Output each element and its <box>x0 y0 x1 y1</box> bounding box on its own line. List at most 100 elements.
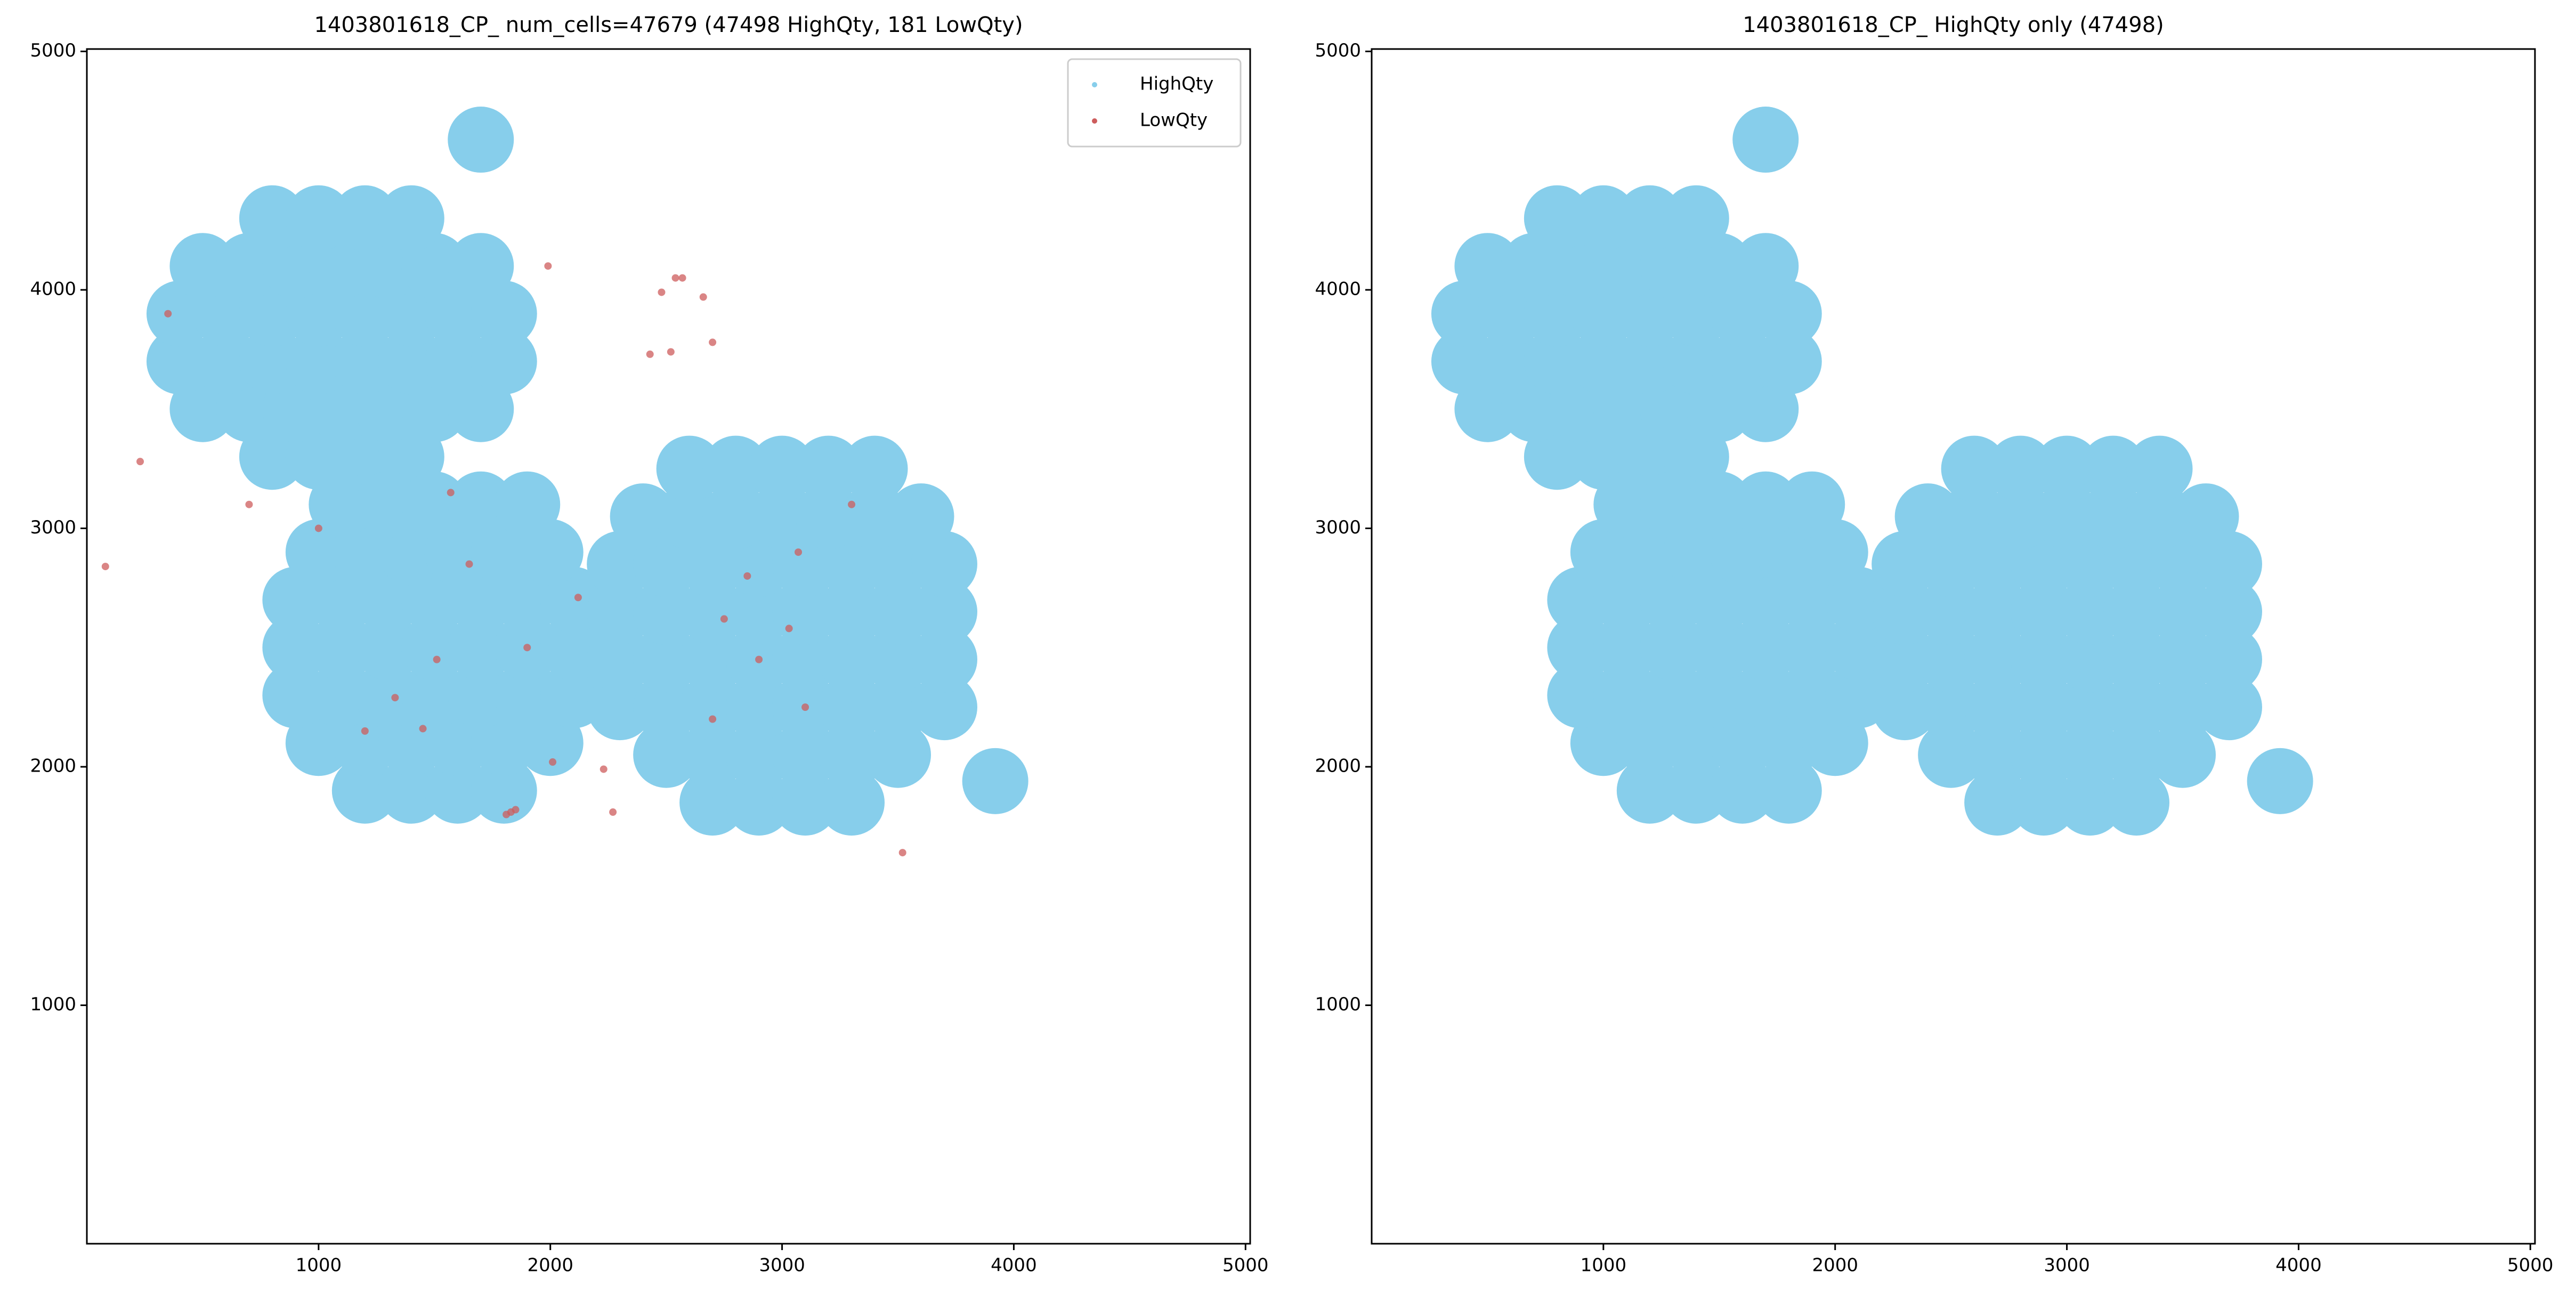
point <box>401 614 468 681</box>
point <box>574 594 582 602</box>
point <box>1640 471 1706 538</box>
plot-area <box>1431 107 2313 836</box>
point <box>2011 674 2077 741</box>
point <box>2150 579 2216 645</box>
point <box>646 350 654 358</box>
point <box>1987 483 2054 550</box>
point <box>749 483 815 550</box>
point <box>378 185 444 252</box>
point <box>2057 769 2124 836</box>
point <box>1616 328 1683 395</box>
point <box>1593 614 1660 681</box>
point <box>679 626 746 693</box>
point <box>192 328 259 395</box>
legend-marker <box>1092 118 1097 124</box>
point <box>743 572 751 580</box>
x-tick-label: 1000 <box>296 1255 342 1276</box>
point <box>433 655 441 663</box>
point <box>1964 769 2031 836</box>
legend-label: LowQty <box>1140 110 1208 131</box>
series <box>1431 107 2313 836</box>
point <box>239 328 305 395</box>
point <box>285 185 352 252</box>
point <box>772 626 839 693</box>
point <box>494 471 561 538</box>
point <box>819 722 885 788</box>
point <box>2011 579 2077 645</box>
y-tick-label: 3000 <box>30 517 76 538</box>
point <box>679 579 746 645</box>
point <box>795 548 803 556</box>
point <box>610 483 676 550</box>
x-tick-label: 3000 <box>759 1255 805 1276</box>
x-tick-label: 5000 <box>1222 1255 1269 1276</box>
point <box>1872 626 1938 693</box>
point <box>2196 674 2262 741</box>
point <box>2150 626 2216 693</box>
point <box>1686 614 1753 681</box>
legend-box <box>1067 58 1242 148</box>
point <box>1941 483 2007 550</box>
point <box>633 674 700 741</box>
point <box>726 579 792 645</box>
point <box>1570 185 1637 252</box>
point <box>549 758 557 766</box>
point <box>726 722 792 788</box>
point <box>702 483 769 550</box>
point <box>633 579 700 645</box>
point <box>285 328 352 395</box>
point <box>1779 662 1845 728</box>
x-tick-label: 1000 <box>1581 1255 1627 1276</box>
point <box>865 722 931 788</box>
point <box>447 489 455 497</box>
point <box>361 727 369 735</box>
point <box>911 579 977 645</box>
y-tick-label: 1000 <box>1315 994 1361 1015</box>
point <box>146 328 213 395</box>
chart-title: 1403801618_CP_ HighQty only (47498) <box>1743 13 2164 37</box>
point <box>609 808 617 816</box>
point <box>101 563 109 571</box>
point <box>726 674 792 741</box>
axes-frame <box>1371 48 2536 1245</box>
subplot: 1403801618_CP_ HighQty only (47498) 1000 2… <box>1315 13 2553 1276</box>
point <box>1732 233 1799 299</box>
point <box>865 674 931 741</box>
point <box>136 458 144 466</box>
point <box>1709 328 1776 395</box>
point <box>355 614 422 681</box>
point <box>702 435 769 502</box>
point <box>2103 769 2170 836</box>
point <box>709 338 717 346</box>
point <box>1941 435 2007 502</box>
point <box>600 765 607 773</box>
point <box>239 185 305 252</box>
point <box>1547 614 1614 681</box>
series <box>101 262 906 857</box>
point <box>1964 626 2031 693</box>
point <box>898 849 906 857</box>
point <box>331 328 398 395</box>
point <box>1570 328 1637 395</box>
point <box>448 614 514 681</box>
point <box>309 614 375 681</box>
point <box>801 703 809 711</box>
point <box>245 500 253 508</box>
point <box>523 644 531 652</box>
point <box>391 694 399 702</box>
point <box>1872 674 1938 741</box>
point <box>1431 328 1497 395</box>
point <box>679 769 746 836</box>
y-tick-label: 5000 <box>1315 40 1361 61</box>
point <box>355 662 422 728</box>
point <box>888 483 954 550</box>
point <box>2196 626 2262 693</box>
point <box>448 662 514 728</box>
point <box>2103 626 2170 693</box>
point <box>164 310 172 318</box>
legend-marker <box>1092 82 1097 87</box>
point <box>309 471 375 538</box>
point <box>795 435 862 502</box>
point <box>2080 435 2146 502</box>
